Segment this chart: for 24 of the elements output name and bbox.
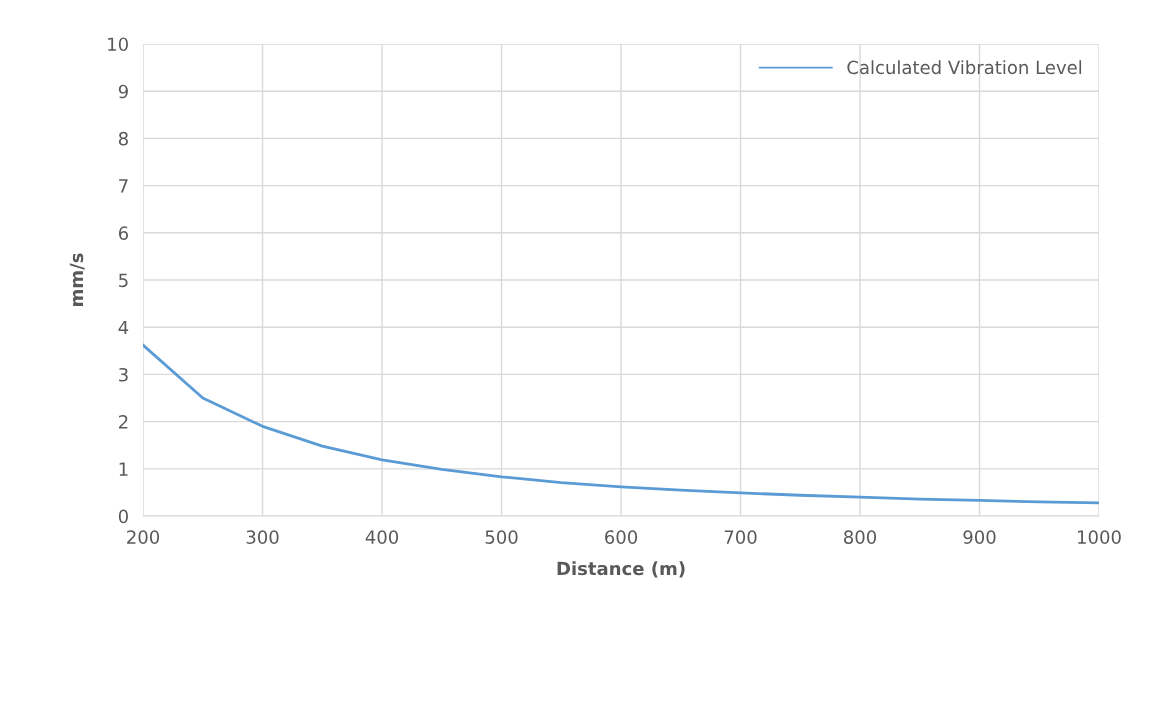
- y-tick-label: 0: [118, 509, 128, 524]
- x-tick-label: 300: [246, 530, 279, 544]
- x-tick-label: 400: [365, 530, 399, 544]
- x-axis-title: Distance (m): [557, 561, 685, 578]
- x-tick-label: 200: [127, 530, 160, 544]
- x-tick-label: 700: [724, 530, 757, 544]
- y-tick-label: 6: [118, 226, 129, 240]
- legend-label: Calculated Vibration Level: [847, 60, 1082, 75]
- x-tick-label: 500: [485, 530, 518, 544]
- y-tick-label: 7: [119, 179, 128, 193]
- y-tick-label: 5: [119, 273, 128, 288]
- y-tick-label: 10: [108, 37, 128, 52]
- x-tick-label: 600: [605, 530, 638, 544]
- x-tick-label: 1000: [1078, 530, 1121, 544]
- y-tick-label: 1: [119, 462, 128, 476]
- y-axis-title: mm/s: [69, 253, 85, 306]
- y-tick-label: 9: [118, 84, 128, 99]
- x-tick-label: 900: [963, 530, 996, 544]
- x-tick-label: 800: [844, 530, 877, 544]
- y-tick-label: 2: [119, 415, 128, 429]
- line-series: [143, 343, 1100, 505]
- y-tick-label: 8: [118, 131, 128, 146]
- y-tick-label: 3: [119, 367, 128, 382]
- y-tick-label: 4: [118, 320, 129, 335]
